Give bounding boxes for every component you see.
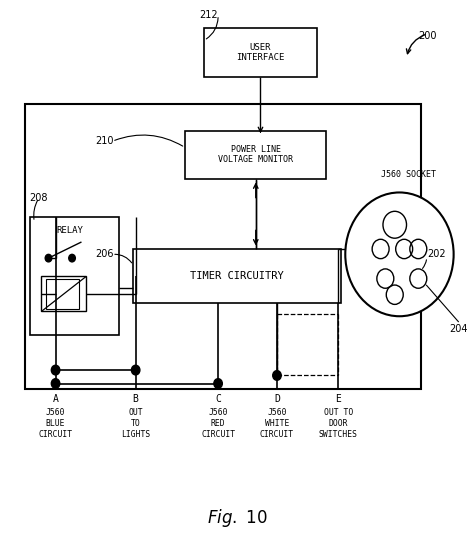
Text: 206: 206	[96, 249, 114, 259]
Circle shape	[273, 371, 281, 380]
Text: A: A	[53, 394, 58, 404]
Text: OUT TO
DOOR
SWITCHES: OUT TO DOOR SWITCHES	[319, 408, 358, 439]
Text: TIMER CIRCUITRY: TIMER CIRCUITRY	[190, 271, 284, 281]
Circle shape	[51, 379, 60, 388]
Text: B: B	[133, 394, 138, 404]
Text: 212: 212	[199, 10, 218, 20]
Text: J560
BLUE
CIRCUIT: J560 BLUE CIRCUIT	[38, 408, 73, 439]
Text: OUT
TO
LIGHTS: OUT TO LIGHTS	[121, 408, 150, 439]
Bar	[204, 28, 317, 77]
Bar	[25, 104, 420, 389]
Text: 200: 200	[418, 31, 437, 41]
Circle shape	[345, 193, 454, 316]
Bar	[41, 276, 86, 312]
Text: C: C	[215, 394, 221, 404]
Text: E: E	[335, 394, 341, 404]
Text: 204: 204	[449, 324, 467, 334]
Circle shape	[51, 365, 60, 375]
Text: J560
RED
CIRCUIT: J560 RED CIRCUIT	[201, 408, 235, 439]
Text: 202: 202	[428, 249, 447, 259]
Text: POWER LINE
VOLTAGE MONITOR: POWER LINE VOLTAGE MONITOR	[219, 145, 293, 164]
Bar	[133, 249, 341, 303]
Circle shape	[69, 254, 75, 262]
Text: J560 SOCKET: J560 SOCKET	[382, 170, 437, 179]
Text: USER
INTERFACE: USER INTERFACE	[237, 43, 285, 62]
Text: D: D	[274, 394, 280, 404]
Circle shape	[131, 365, 140, 375]
Bar	[30, 217, 119, 335]
Text: $\mathit{Fig.\ 10}$: $\mathit{Fig.\ 10}$	[207, 507, 267, 529]
Bar	[185, 130, 327, 179]
Text: 208: 208	[30, 193, 48, 203]
Circle shape	[214, 379, 222, 388]
Bar	[46, 279, 79, 309]
Text: RELAY: RELAY	[56, 226, 83, 235]
Text: 210: 210	[96, 136, 114, 146]
Circle shape	[45, 254, 52, 262]
Text: J560
WHITE
CIRCUIT: J560 WHITE CIRCUIT	[260, 408, 294, 439]
